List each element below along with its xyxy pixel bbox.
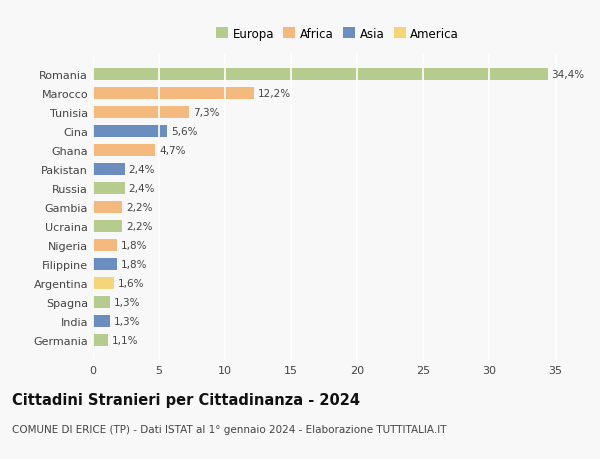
Text: 34,4%: 34,4% [551,70,585,80]
Bar [93,164,125,176]
Bar [93,258,117,271]
Bar [93,202,122,214]
Text: 2,2%: 2,2% [126,222,152,232]
Bar [93,126,167,138]
Bar [93,277,114,290]
Bar [93,88,254,100]
Text: COMUNE DI ERICE (TP) - Dati ISTAT al 1° gennaio 2024 - Elaborazione TUTTITALIA.I: COMUNE DI ERICE (TP) - Dati ISTAT al 1° … [12,425,446,435]
Text: Cittadini Stranieri per Cittadinanza - 2024: Cittadini Stranieri per Cittadinanza - 2… [12,392,360,408]
Bar [93,107,190,119]
Text: 1,8%: 1,8% [121,259,147,269]
Text: 1,3%: 1,3% [114,316,140,326]
Bar [93,69,548,81]
Bar [93,334,107,347]
Text: 2,4%: 2,4% [128,165,155,175]
Bar [93,240,117,252]
Text: 12,2%: 12,2% [258,89,292,99]
Text: 1,6%: 1,6% [118,279,145,288]
Text: 5,6%: 5,6% [171,127,197,137]
Text: 2,4%: 2,4% [128,184,155,194]
Legend: Europa, Africa, Asia, America: Europa, Africa, Asia, America [214,25,461,43]
Text: 2,2%: 2,2% [126,203,152,213]
Bar [93,183,125,195]
Bar [93,145,155,157]
Text: 1,3%: 1,3% [114,297,140,308]
Bar [93,296,110,308]
Text: 1,1%: 1,1% [112,335,138,345]
Bar [93,315,110,328]
Bar [93,220,122,233]
Text: 1,8%: 1,8% [121,241,147,251]
Text: 4,7%: 4,7% [159,146,185,156]
Text: 7,3%: 7,3% [193,108,220,118]
